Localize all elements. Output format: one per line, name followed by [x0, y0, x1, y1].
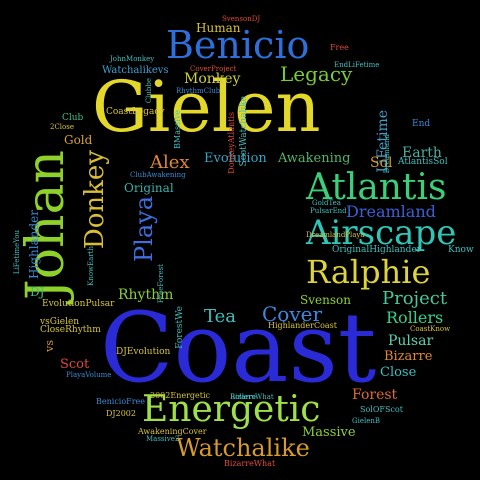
word-2002energetic: 2002Energetic: [150, 391, 211, 400]
word-rhythm: Rhythm: [118, 287, 174, 303]
word-freeforest: FreeForest: [157, 264, 165, 304]
word-coverproject: CoverProject: [190, 65, 237, 73]
word-highlandercoast: HighlanderCoast: [268, 321, 337, 330]
word-atlantissol: AtlantisSol: [398, 157, 448, 167]
word-svenson: Svenson: [300, 293, 351, 307]
word-alex: Alex: [150, 152, 190, 173]
word-evolution: Evolution: [204, 151, 267, 166]
word-playavolume: PlayaVolume: [66, 371, 112, 379]
word-closerhythm: CloseRhythm: [40, 325, 101, 335]
word-energetic: Energetic: [142, 389, 321, 430]
word-beniciofree: BenicioFree: [96, 397, 146, 406]
word-coastlegacy: CoastLegacy: [106, 107, 165, 117]
word-rollers: Rollers: [386, 308, 444, 327]
word-bizarre: Bizarre: [384, 349, 433, 364]
word-awakening: Awakening: [278, 151, 351, 166]
word-gielen: Gielen: [92, 66, 321, 148]
word-atlantis: Atlantis: [306, 167, 447, 208]
word-coast: Coast: [100, 292, 377, 404]
word-club: Club: [62, 113, 84, 123]
word-endlifetime: EndLiFetime: [334, 61, 380, 69]
word-pulsarend: PulsarEnd: [310, 207, 347, 215]
word-awakeningcover: AwakeningCover: [138, 427, 207, 436]
word-watchalikevs: Watchalikevs: [102, 65, 169, 76]
word-clubbe: Clubbe: [145, 78, 153, 104]
word-scot: Scot: [60, 357, 90, 372]
word-sol: Sol: [370, 155, 393, 171]
word-massive: Massive: [302, 425, 356, 440]
word-dreamland-small: Dreamland: [383, 134, 391, 174]
word-end: End: [412, 119, 431, 129]
word-lifetimeyou: LiFetimeYou: [13, 230, 21, 275]
word-solofscot: SolOFScot: [360, 405, 403, 414]
word-airscape: Airscape: [306, 213, 457, 253]
word-close: Close: [380, 365, 417, 380]
word-2close: 2Close: [50, 123, 74, 131]
word-monkey: Monkey: [184, 71, 241, 87]
word-know: Know: [448, 245, 474, 255]
word-originalhighlander: OriginalHighlander: [332, 245, 421, 255]
word-ralphie: Ralphie: [306, 253, 431, 291]
word-bmassive: BMassive: [173, 110, 182, 149]
word-cover: Cover: [262, 302, 323, 326]
word-human: Human: [196, 21, 241, 35]
word-free: Free: [330, 43, 349, 52]
word-bizarrewhat: BizarreWhat: [224, 459, 276, 468]
word-highlander: Highlander: [27, 210, 41, 279]
word-rollerswhat: RollersWhat: [230, 393, 274, 401]
word-project: Project: [382, 288, 448, 309]
word-johnmonkey: JohnMonkey: [110, 55, 155, 63]
word-goldtea: GoldTea: [312, 199, 341, 207]
word-gielenb: GielenB: [352, 417, 381, 425]
word-original: Original: [124, 181, 174, 195]
word-playa: Playa: [130, 196, 158, 262]
word-earth: Earth: [402, 145, 442, 161]
word-forestwe: ForestWe: [175, 306, 185, 349]
word-benicio: Benicio: [166, 23, 310, 67]
word-forest: Forest: [352, 387, 398, 403]
word-rhythmclub: RhythmClub: [176, 87, 221, 95]
word-clubawakening: ClubAwakening: [130, 171, 186, 179]
word-evolutionpulsar: EvolutionPulsar: [42, 299, 115, 309]
word-tea: Tea: [204, 306, 236, 327]
word-dreamlandplaya: DreamlandPlaya: [306, 231, 365, 239]
word-gold: Gold: [64, 133, 93, 147]
word-dj2002: DJ2002: [106, 409, 136, 418]
word-coastknow: CoastKnow: [410, 325, 451, 333]
word-knowearth: KnowEarth: [87, 246, 95, 286]
word-bizarre-small: Bizarre: [230, 393, 257, 401]
word-pulsar: Pulsar: [388, 333, 434, 349]
word-dreamland: Dreamland: [346, 202, 436, 221]
word-watchalike: Watchalike: [176, 434, 310, 462]
word-scotwatchalike: ScotWatchalike: [239, 96, 249, 167]
word-svensondj: SvensonDJ: [222, 15, 261, 23]
word-vsgielen: vsGielen: [40, 317, 80, 327]
word-dj: DJ: [30, 285, 45, 299]
word-donkey: Donkey: [80, 150, 110, 250]
word-djevolution: DJEvolution: [116, 347, 171, 357]
word-vs: vs: [43, 340, 56, 352]
word-legacy: Legacy: [280, 62, 353, 86]
word-massive2: Massive2: [146, 435, 180, 443]
word-donkeyatlantis: DonkeyAtlantis: [227, 112, 236, 174]
